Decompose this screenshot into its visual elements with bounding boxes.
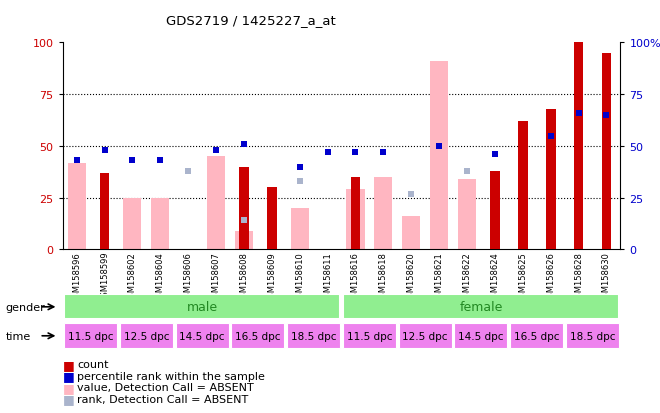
Bar — [518, 122, 528, 250]
Text: male: male — [187, 301, 218, 313]
Text: 12.5 dpc: 12.5 dpc — [403, 331, 448, 341]
Text: 18.5 dpc: 18.5 dpc — [291, 331, 337, 341]
FancyBboxPatch shape — [510, 323, 563, 349]
Bar — [546, 109, 556, 250]
FancyBboxPatch shape — [343, 323, 396, 349]
Text: time: time — [5, 331, 30, 341]
Text: 12.5 dpc: 12.5 dpc — [123, 331, 169, 341]
Text: ■: ■ — [63, 392, 75, 406]
FancyBboxPatch shape — [287, 323, 340, 349]
Bar — [267, 188, 277, 250]
Bar — [430, 62, 448, 250]
FancyBboxPatch shape — [120, 323, 173, 349]
Text: 14.5 dpc: 14.5 dpc — [458, 331, 504, 341]
Text: 11.5 dpc: 11.5 dpc — [68, 331, 114, 341]
Bar — [151, 198, 170, 250]
Bar — [402, 217, 420, 250]
Bar — [601, 54, 611, 250]
FancyBboxPatch shape — [343, 294, 619, 320]
FancyBboxPatch shape — [566, 323, 619, 349]
FancyBboxPatch shape — [232, 323, 284, 349]
Bar — [574, 43, 583, 250]
Bar — [490, 171, 500, 250]
Bar — [346, 190, 364, 250]
Bar — [67, 163, 86, 250]
Text: 11.5 dpc: 11.5 dpc — [346, 331, 392, 341]
Text: ■: ■ — [63, 369, 75, 382]
FancyBboxPatch shape — [399, 323, 451, 349]
FancyBboxPatch shape — [455, 323, 508, 349]
Bar — [207, 157, 225, 250]
Text: female: female — [459, 301, 503, 313]
Text: 16.5 dpc: 16.5 dpc — [235, 331, 280, 341]
Bar — [350, 178, 360, 250]
Text: 14.5 dpc: 14.5 dpc — [180, 331, 225, 341]
Text: percentile rank within the sample: percentile rank within the sample — [77, 371, 265, 381]
Text: ■: ■ — [63, 381, 75, 394]
Text: count: count — [77, 359, 109, 369]
Text: 16.5 dpc: 16.5 dpc — [514, 331, 560, 341]
Text: rank, Detection Call = ABSENT: rank, Detection Call = ABSENT — [77, 394, 248, 404]
Text: GDS2719 / 1425227_a_at: GDS2719 / 1425227_a_at — [166, 14, 336, 27]
FancyBboxPatch shape — [64, 323, 117, 349]
FancyBboxPatch shape — [176, 323, 228, 349]
Bar — [458, 180, 476, 250]
Text: ■: ■ — [63, 358, 75, 371]
Bar — [290, 209, 309, 250]
Text: value, Detection Call = ABSENT: value, Detection Call = ABSENT — [77, 382, 254, 392]
Text: gender: gender — [5, 302, 45, 312]
Text: 18.5 dpc: 18.5 dpc — [570, 331, 615, 341]
Bar — [239, 167, 249, 250]
Bar — [374, 178, 393, 250]
FancyBboxPatch shape — [64, 294, 340, 320]
Bar — [123, 198, 141, 250]
Bar — [100, 173, 110, 250]
Bar — [235, 231, 253, 250]
